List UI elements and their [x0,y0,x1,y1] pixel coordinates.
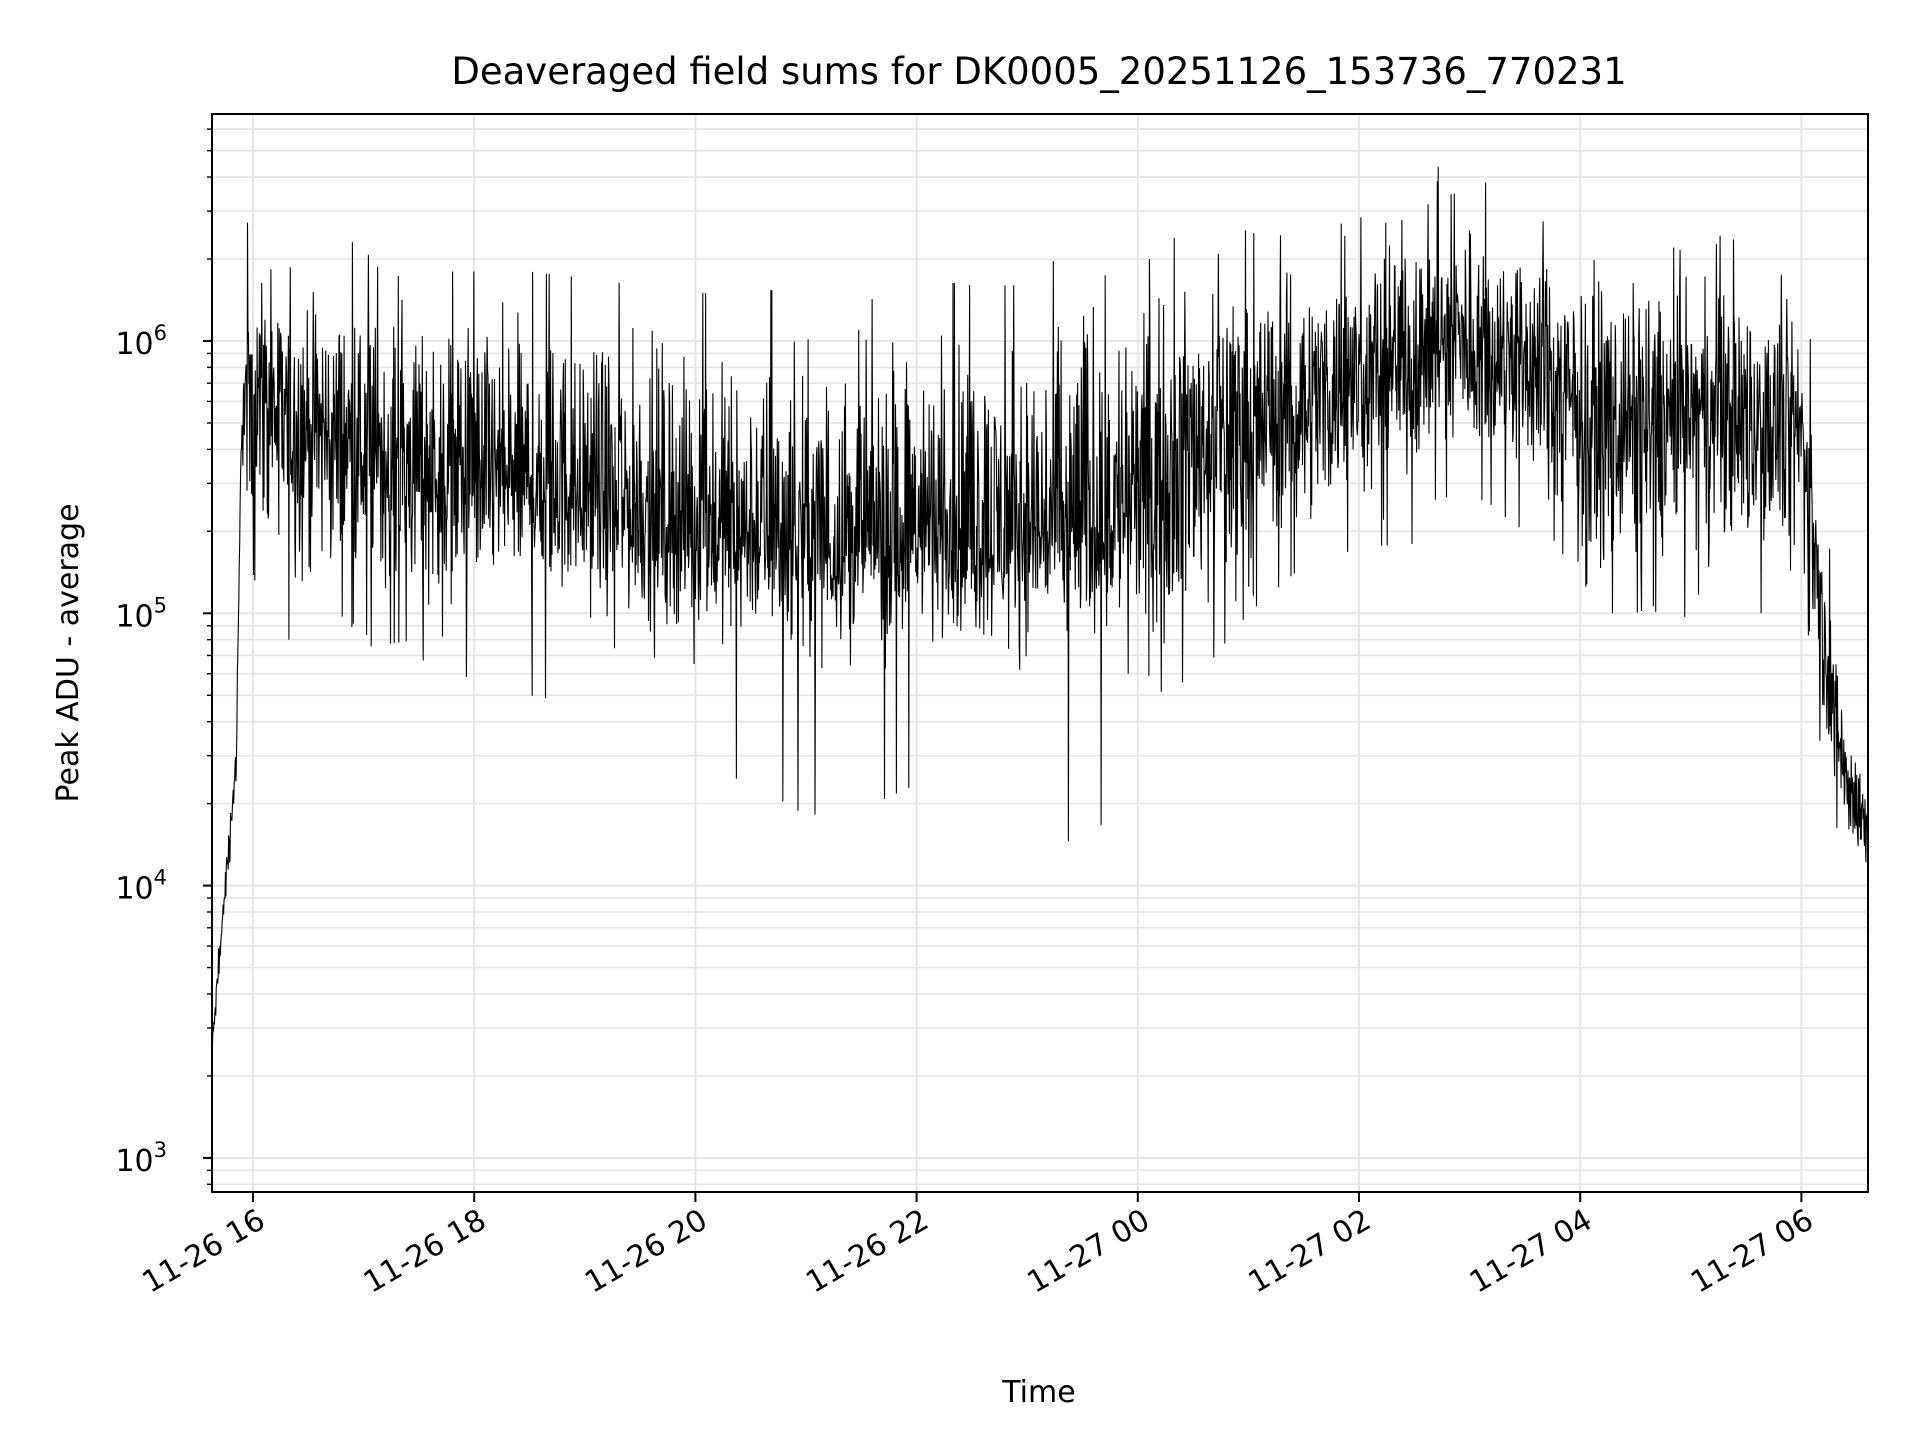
y-tick-label: 105 [115,593,167,634]
x-axis-label: Time [1001,1375,1075,1410]
series-line [211,166,1869,1049]
axes-frame [211,113,1869,1193]
y-tick-label: 103 [115,1138,167,1179]
y-axis: 103 104 105 106 [115,128,212,1185]
y-tick-label: 104 [115,866,167,907]
x-tick-label: 11-27 04 [1464,1203,1598,1301]
x-axis: 11-26 16 11-26 18 11-26 20 11-26 22 11-27 00… [137,1192,1819,1301]
chart-title: Deaveraged field sums for DK0005_2025112… [451,50,1626,93]
x-tick-label: 11-27 02 [1243,1203,1377,1301]
x-tick-label: 11-26 16 [137,1203,271,1301]
x-tick-label: 11-27 06 [1685,1203,1819,1301]
x-tick-label: 11-26 22 [800,1203,934,1301]
y-tick-label: 106 [115,321,167,362]
grid [212,114,1868,1192]
x-tick-label: 11-26 18 [358,1203,492,1301]
x-tick-label: 11-27 00 [1021,1203,1155,1301]
x-tick-label: 11-26 20 [579,1203,713,1301]
y-axis-label: Peak ADU - average [51,503,86,802]
data-series [211,166,1869,1049]
